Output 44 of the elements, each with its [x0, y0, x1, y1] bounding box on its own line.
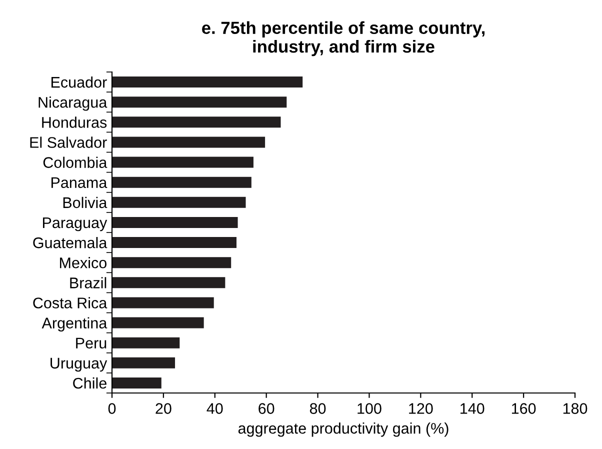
bar — [112, 116, 281, 128]
y-tick-label: Peru — [76, 338, 106, 349]
bar — [112, 257, 232, 268]
x-tick-label: 100 — [358, 403, 382, 414]
y-tick-label: Panama — [51, 177, 108, 188]
chart-title: e. 75th percentile of same country, industry, and firm size — [202, 21, 484, 56]
x-tick-label: 60 — [258, 403, 274, 414]
x-tick-label: 180 — [563, 403, 588, 414]
x-axis-title: aggregate productivity gain (%) — [238, 422, 448, 437]
y-tick-label: Mexico — [60, 257, 106, 268]
y-tick-label: Ecuador — [51, 76, 107, 88]
bar — [112, 156, 254, 168]
bar — [112, 377, 162, 388]
bar — [112, 96, 287, 108]
y-tick-label: Uruguay — [50, 358, 108, 372]
x-tick-label: 40 — [206, 403, 223, 414]
bar — [112, 337, 180, 348]
bar — [112, 76, 303, 88]
bar — [112, 237, 236, 248]
y-tick-label: Argentina — [42, 317, 108, 332]
y-tick-label: Bolivia — [63, 196, 108, 208]
y-tick-label: Chile — [73, 377, 106, 389]
x-tick-label: 140 — [460, 403, 484, 414]
bar — [112, 297, 214, 308]
x-tick-label: 20 — [156, 403, 172, 414]
y-tick-label: Costa Rica — [33, 297, 108, 308]
bar — [112, 196, 246, 208]
y-tick-label: Guatemala — [33, 236, 108, 248]
bar — [112, 176, 252, 188]
y-tick-label: Paraguay — [42, 217, 108, 232]
y-tick-label: El Salvador — [30, 136, 107, 148]
y-tick-label: Brazil — [70, 277, 106, 288]
bar — [112, 277, 226, 288]
bar — [112, 216, 238, 228]
x-tick-label: 80 — [310, 403, 326, 414]
y-tick-label: Nicaragua — [38, 96, 108, 111]
x-tick-label: 0 — [108, 403, 116, 414]
bar — [112, 136, 266, 148]
bar — [112, 317, 204, 328]
bar — [112, 357, 176, 368]
y-tick-label: Honduras — [42, 116, 107, 128]
x-tick-label: 120 — [409, 403, 433, 414]
y-tick-label: Colombia — [43, 156, 108, 168]
x-tick-label: 160 — [512, 403, 536, 414]
